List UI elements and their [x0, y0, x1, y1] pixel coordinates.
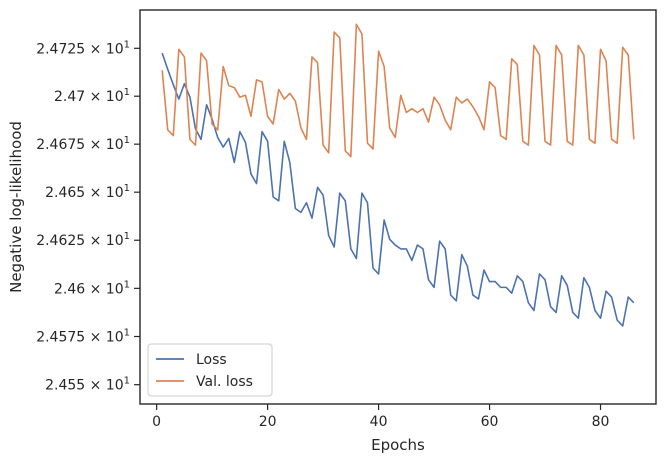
x-axis-ticks: 0 20 40 60 80: [152, 404, 609, 430]
y-tick-label: 2.4575 × 101: [36, 327, 130, 345]
y-tick-label: 2.47 × 101: [54, 87, 130, 105]
x-tick-label: 0: [152, 414, 161, 430]
x-tick-label: 80: [592, 414, 610, 430]
y-tick-label: 2.46 × 101: [54, 279, 130, 297]
y-tick-label: 2.4675 × 101: [36, 135, 130, 153]
x-tick-label: 20: [259, 414, 277, 430]
y-tick-label: 2.4625 × 101: [36, 231, 130, 249]
y-axis-ticks: 2.455 × 101 2.4575 × 101 2.46 × 101 2.4625 …: [36, 39, 140, 394]
legend-box: [147, 343, 273, 397]
x-axis-title: Epochs: [371, 436, 425, 454]
series-line-2: [161, 23, 635, 158]
y-axis-title: Negative log-likelihood: [7, 121, 25, 293]
legend: Loss Val. loss: [147, 343, 273, 397]
series-line-1: [161, 52, 635, 327]
y-tick-label: 2.465 × 101: [45, 183, 130, 201]
y-tick-label: 2.4725 × 101: [36, 39, 130, 57]
y-tick-label: 2.455 × 101: [45, 376, 130, 394]
series-layer: [161, 23, 635, 327]
plot-frame: [139, 9, 657, 405]
legend-label-1: Loss: [196, 352, 227, 368]
x-tick-label: 60: [481, 414, 499, 430]
legend-label-2: Val. loss: [196, 374, 253, 390]
x-tick-label: 40: [370, 414, 388, 430]
